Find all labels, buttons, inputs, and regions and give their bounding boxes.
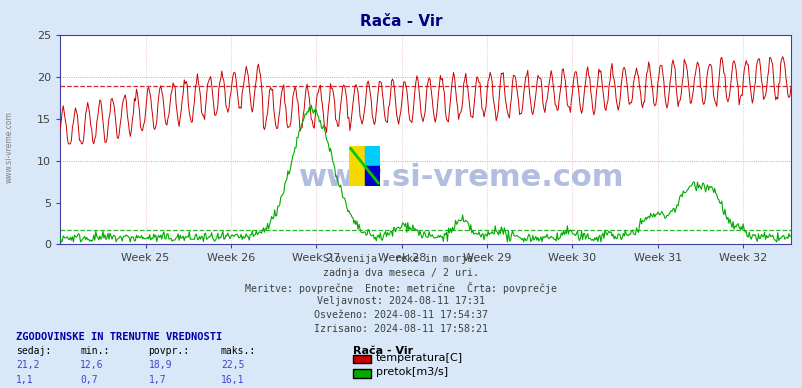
Text: Slovenija / reke in morje.: Slovenija / reke in morje.	[323, 254, 479, 264]
Text: Meritve: povprečne  Enote: metrične  Črta: povprečje: Meritve: povprečne Enote: metrične Črta:…	[245, 282, 557, 294]
Text: 12,6: 12,6	[80, 360, 103, 370]
Text: zadnja dva meseca / 2 uri.: zadnja dva meseca / 2 uri.	[323, 268, 479, 278]
Text: sedaj:: sedaj:	[16, 346, 51, 356]
Text: 0,7: 0,7	[80, 375, 98, 385]
Text: 21,2: 21,2	[16, 360, 39, 370]
Text: Rača - Vir: Rača - Vir	[353, 346, 413, 356]
Text: Osveženo: 2024-08-11 17:54:37: Osveženo: 2024-08-11 17:54:37	[314, 310, 488, 320]
Text: Izrisano: 2024-08-11 17:58:21: Izrisano: 2024-08-11 17:58:21	[314, 324, 488, 334]
Text: 16,1: 16,1	[221, 375, 244, 385]
Bar	[364, 166, 379, 186]
Text: maks.:: maks.:	[221, 346, 256, 356]
Text: povpr.:: povpr.:	[148, 346, 189, 356]
Text: min.:: min.:	[80, 346, 110, 356]
Text: pretok[m3/s]: pretok[m3/s]	[375, 367, 448, 378]
Text: Veljavnost: 2024-08-11 17:31: Veljavnost: 2024-08-11 17:31	[317, 296, 485, 306]
Text: temperatura[C]: temperatura[C]	[375, 353, 462, 363]
Text: 1,1: 1,1	[16, 375, 34, 385]
Bar	[349, 146, 364, 186]
Text: 18,9: 18,9	[148, 360, 172, 370]
Text: 22,5: 22,5	[221, 360, 244, 370]
Text: Rača - Vir: Rača - Vir	[360, 14, 442, 29]
Text: www.si-vreme.com: www.si-vreme.com	[5, 111, 14, 184]
Text: ZGODOVINSKE IN TRENUTNE VREDNOSTI: ZGODOVINSKE IN TRENUTNE VREDNOSTI	[16, 332, 222, 342]
Text: www.si-vreme.com: www.si-vreme.com	[299, 163, 624, 192]
Bar	[364, 146, 379, 166]
Text: 1,7: 1,7	[148, 375, 166, 385]
